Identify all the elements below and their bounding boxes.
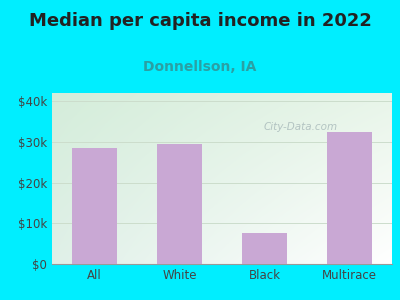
Text: City-Data.com: City-Data.com (263, 122, 337, 132)
Text: Median per capita income in 2022: Median per capita income in 2022 (28, 12, 372, 30)
Text: Donnellson, IA: Donnellson, IA (143, 60, 257, 74)
Bar (242, 233, 286, 264)
Bar (158, 144, 202, 264)
Bar (72, 148, 117, 264)
Bar (327, 132, 372, 264)
